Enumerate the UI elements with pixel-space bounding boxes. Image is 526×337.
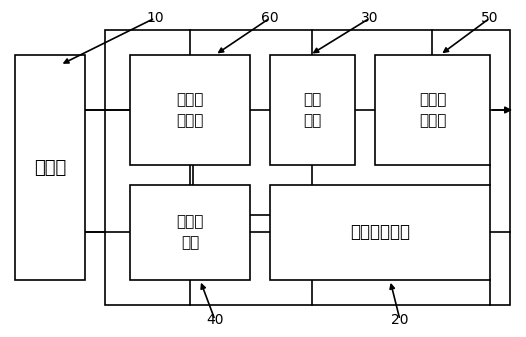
Text: 控制端
敏感器: 控制端 敏感器 — [176, 92, 204, 128]
Text: 直流电源电压: 直流电源电压 — [350, 223, 410, 242]
Bar — [130, 55, 250, 165]
Text: 10: 10 — [146, 11, 164, 25]
Text: 信号输
出电路: 信号输 出电路 — [419, 92, 446, 128]
Text: 继电器: 继电器 — [34, 158, 66, 177]
Bar — [270, 185, 490, 280]
Text: 30: 30 — [361, 11, 379, 25]
Bar — [105, 30, 510, 305]
Text: 60: 60 — [261, 11, 279, 25]
Bar — [270, 55, 355, 165]
Text: 20: 20 — [391, 313, 409, 327]
Bar — [130, 185, 250, 280]
Text: 决策
电路: 决策 电路 — [304, 92, 321, 128]
Text: 动作敏
感器: 动作敏 感器 — [176, 214, 204, 250]
Bar — [375, 55, 490, 165]
Bar — [15, 55, 85, 280]
Text: 50: 50 — [481, 11, 499, 25]
Text: 40: 40 — [206, 313, 224, 327]
